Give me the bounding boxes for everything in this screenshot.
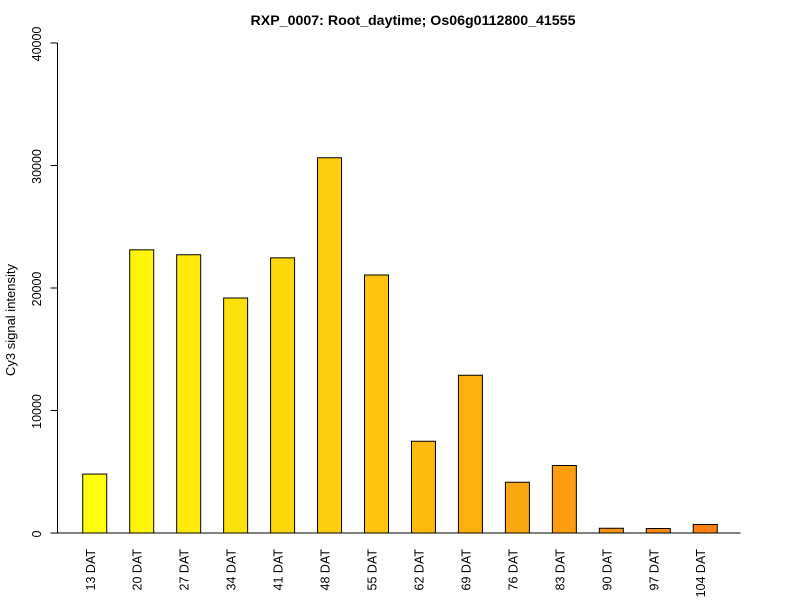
svg-text:55 DAT: 55 DAT — [366, 549, 380, 591]
svg-text:40000: 40000 — [30, 27, 44, 62]
svg-text:76 DAT: 76 DAT — [506, 549, 520, 591]
svg-text:20 DAT: 20 DAT — [131, 549, 145, 591]
svg-text:83 DAT: 83 DAT — [553, 549, 567, 591]
svg-text:62 DAT: 62 DAT — [412, 549, 426, 591]
svg-text:104 DAT: 104 DAT — [694, 549, 708, 598]
svg-text:30000: 30000 — [30, 149, 44, 184]
svg-text:20000: 20000 — [30, 272, 44, 307]
svg-text:90 DAT: 90 DAT — [600, 549, 614, 591]
svg-text:10000: 10000 — [30, 394, 44, 429]
svg-text:Cy3 signal intensity: Cy3 signal intensity — [3, 264, 18, 376]
svg-text:RXP_0007: Root_daytime; Os06g0: RXP_0007: Root_daytime; Os06g0112800_415… — [251, 13, 576, 29]
svg-text:69 DAT: 69 DAT — [459, 549, 473, 591]
svg-text:0: 0 — [30, 530, 44, 537]
svg-text:48 DAT: 48 DAT — [319, 549, 333, 591]
svg-text:41 DAT: 41 DAT — [272, 549, 286, 591]
svg-text:34 DAT: 34 DAT — [225, 549, 239, 591]
svg-text:13 DAT: 13 DAT — [84, 549, 98, 591]
svg-text:97 DAT: 97 DAT — [647, 549, 661, 591]
svg-text:27 DAT: 27 DAT — [178, 549, 192, 591]
